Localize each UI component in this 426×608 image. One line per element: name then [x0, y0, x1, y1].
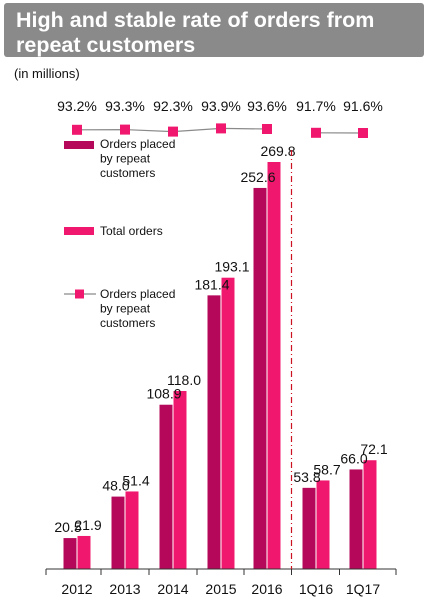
- legend-swatch-total-orders: [64, 227, 94, 235]
- rate-marker-1Q16: [311, 127, 321, 138]
- title-banner: High and stable rate of orders from repe…: [4, 3, 424, 57]
- bar-total-orders-2013: [125, 491, 139, 569]
- legend-label-repeat-rate: customers: [100, 316, 155, 330]
- bar-repeat-orders-2013: [111, 496, 125, 569]
- data-label-repeat-2015: 181.4: [194, 276, 229, 292]
- rate-marker-2012: [72, 124, 82, 135]
- data-label-total-1Q16: 58.7: [313, 461, 340, 477]
- rate-marker-2015: [216, 123, 226, 134]
- rate-marker-2016: [262, 124, 272, 134]
- data-label-repeat-2012: 20.5: [54, 519, 81, 535]
- rate-marker-2014: [168, 126, 178, 137]
- bar-repeat-orders-2015: [207, 295, 221, 569]
- x-tick-label-1Q16: 1Q16: [299, 581, 333, 597]
- data-label-total-1Q17: 72.1: [360, 441, 387, 457]
- bar-repeat-orders-1Q17: [349, 469, 363, 569]
- legend-swatch-repeat-orders: [64, 141, 94, 149]
- legend-marker-repeat-rate: [75, 289, 84, 299]
- title-line-2: repeat customers: [16, 33, 196, 57]
- data-label-total-2013: 51.4: [122, 472, 149, 488]
- bar-total-orders-2012: [77, 535, 91, 569]
- x-tick-label-1Q17: 1Q17: [346, 581, 380, 597]
- legend-label-total-orders: Total orders: [100, 224, 163, 238]
- legend-label-repeat-orders: Orders placed: [100, 137, 175, 151]
- data-label-repeat-1Q17: 66.0: [340, 450, 367, 466]
- data-label-total-2014: 118.0: [167, 372, 201, 388]
- x-tick-label-2014: 2014: [157, 581, 188, 597]
- bar-repeat-orders-2012: [63, 538, 77, 569]
- x-tick-label-2016: 2016: [251, 581, 282, 597]
- data-label-repeat-2013: 48.0: [102, 478, 129, 494]
- bar-total-orders-1Q17: [363, 460, 377, 569]
- bar-total-orders-2015: [221, 277, 235, 569]
- bar-total-orders-2014: [173, 390, 187, 569]
- legend-label-repeat-rate: Orders placed: [100, 287, 175, 301]
- bar-repeat-orders-2016: [253, 187, 267, 569]
- data-label-repeat-1Q16: 53.8: [293, 469, 320, 485]
- bar-repeat-orders-1Q16: [302, 487, 316, 569]
- x-tick-label-2012: 2012: [61, 581, 92, 597]
- data-label-repeat-2016: 252.6: [240, 169, 275, 185]
- rate-label-2013: 93.3%: [105, 98, 145, 114]
- legend-label-repeat-rate: by repeat: [100, 302, 151, 316]
- legend-label-repeat-orders: customers: [100, 166, 155, 180]
- x-tick-label-2013: 2013: [109, 581, 140, 597]
- units-label: (in millions): [14, 66, 80, 81]
- rate-label-2015: 93.9%: [201, 98, 241, 114]
- legend-label-repeat-orders: by repeat: [100, 152, 151, 166]
- title-line-1: High and stable rate of orders from: [16, 8, 375, 32]
- rate-label-2012: 93.2%: [57, 98, 97, 114]
- rate-marker-2013: [120, 124, 130, 135]
- rate-label-2014: 92.3%: [153, 98, 193, 114]
- data-label-total-2015: 193.1: [214, 259, 249, 275]
- rate-marker-1Q17: [358, 128, 368, 138]
- rate-label-1Q16: 91.7%: [296, 98, 336, 114]
- data-label-total-2012: 21.9: [74, 517, 101, 533]
- x-tick-label-2015: 2015: [205, 581, 236, 597]
- data-label-repeat-2014: 108.9: [146, 386, 181, 402]
- rate-label-2016: 93.6%: [247, 98, 287, 114]
- bar-total-orders-1Q16: [316, 480, 330, 569]
- bar-repeat-orders-2014: [159, 404, 173, 569]
- bar-total-orders-2016: [267, 162, 281, 569]
- rate-label-1Q17: 91.6%: [343, 98, 383, 114]
- data-label-total-2016: 269.8: [260, 143, 295, 159]
